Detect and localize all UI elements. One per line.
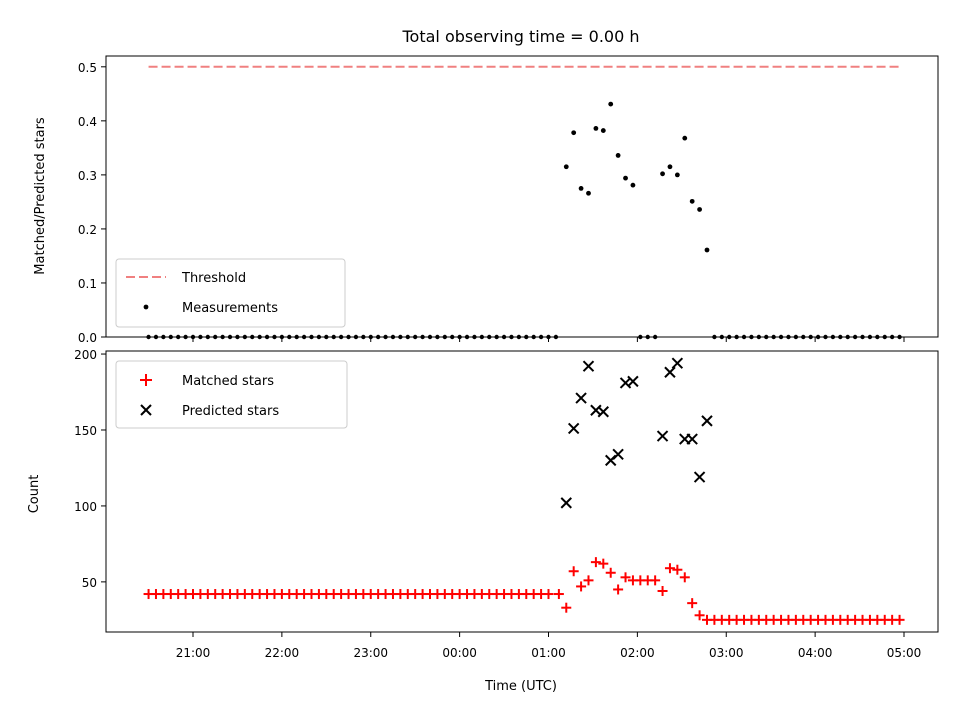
measurement-point — [615, 153, 621, 158]
bottom-plot-area — [143, 357, 905, 625]
matched-star-marker — [598, 558, 609, 569]
bottom-y-tick-label: 50 — [82, 576, 97, 590]
measurement-point — [608, 101, 614, 107]
x-tick-label: 21:00 — [176, 646, 211, 660]
x-tick-label: 00:00 — [442, 646, 477, 660]
top-y-tick-label: 0.0 — [78, 331, 97, 345]
matched-star-marker — [620, 572, 631, 583]
measurement-point — [689, 198, 695, 204]
legend-predicted-label: Predicted stars — [182, 404, 279, 419]
x-tick-label: 02:00 — [620, 646, 655, 660]
measurement-point — [563, 164, 569, 170]
measurement-point — [697, 207, 702, 212]
measurement-point — [682, 135, 688, 141]
matched-star-marker — [687, 598, 698, 609]
predicted-star-marker — [671, 357, 684, 369]
legend-threshold-label: Threshold — [181, 271, 246, 286]
predicted-star-marker — [612, 448, 624, 460]
matched-star-marker — [561, 602, 572, 613]
matched-star-marker — [657, 585, 668, 596]
measurement-point — [623, 175, 628, 181]
matched-star-marker — [672, 564, 683, 575]
matched-star-marker — [543, 589, 554, 600]
top-ticks: 0.0 0.1 0.2 0.3 0.4 0.5 — [78, 61, 905, 345]
matched-star-marker — [576, 581, 587, 592]
predicted-star-marker — [686, 433, 698, 445]
top-y-tick-label: 0.3 — [78, 169, 97, 183]
measurement-point — [593, 126, 599, 131]
legend-matched-swatch — [140, 374, 152, 386]
bottom-y-tick-label: 100 — [74, 500, 97, 514]
top-axes-frame — [105, 55, 939, 338]
top-y-axis-label: Matched/Predicted stars — [33, 117, 48, 275]
top-legend-box — [115, 258, 346, 328]
predicted-star-marker — [627, 375, 639, 388]
bottom-axes-frame — [105, 350, 939, 633]
measurement-point — [600, 128, 606, 133]
predicted-star-marker — [597, 406, 610, 418]
matched-star-marker — [605, 567, 616, 578]
matched-star-marker — [664, 563, 675, 574]
predicted-star-marker — [575, 392, 587, 404]
matched-star-marker — [694, 610, 705, 621]
predicted-star-marker — [567, 422, 580, 435]
matched-star-marker — [590, 557, 601, 568]
legend-measurements-label: Measurements — [182, 301, 278, 316]
bottom-legend-box — [115, 360, 348, 429]
top-panel: Total observing time = 0.00 h Matched/Pr… — [33, 27, 939, 345]
x-tick-label: 03:00 — [709, 646, 744, 660]
matched-star-marker — [583, 575, 594, 586]
x-tick-label: 23:00 — [353, 646, 388, 660]
measurement-point — [578, 185, 584, 191]
bottom-ticks: 50 100 150 200 21:00 22:00 23:00 00:00 01:00 02:0… — [74, 348, 921, 660]
top-y-tick-label: 0.4 — [78, 115, 97, 129]
predicted-star-marker — [560, 497, 572, 509]
bottom-y-tick-label: 150 — [74, 424, 97, 438]
matched-star-marker — [894, 614, 905, 625]
legend-predicted-swatch — [140, 404, 152, 416]
predicted-star-marker — [693, 471, 706, 483]
legend-measurements-swatch — [143, 304, 149, 310]
measurement-point — [674, 172, 680, 178]
predicted-star-marker — [701, 415, 713, 427]
bottom-panel: Count Time (UTC) 50 100 150 200 21:00 22:00 23… — [27, 348, 939, 694]
predicted-star-marker — [664, 366, 676, 378]
predicted-star-marker — [582, 360, 595, 372]
bottom-y-tick-label: 200 — [74, 348, 97, 362]
measurement-point — [660, 171, 665, 177]
top-y-tick-label: 0.1 — [78, 277, 97, 291]
measurement-point — [586, 190, 591, 196]
legend-matched-label: Matched stars — [182, 374, 274, 389]
matched-star-marker — [650, 575, 661, 586]
top-y-tick-label: 0.2 — [78, 223, 97, 237]
measurement-point — [667, 164, 673, 170]
matched-star-marker — [613, 584, 624, 595]
bottom-y-axis-label: Count — [27, 475, 42, 514]
x-tick-label: 22:00 — [265, 646, 300, 660]
top-y-tick-label: 0.5 — [78, 61, 97, 75]
x-tick-label: 01:00 — [531, 646, 566, 660]
measurement-point — [571, 130, 577, 136]
top-legend: Threshold Measurements — [115, 258, 346, 328]
x-tick-label: 04:00 — [798, 646, 833, 660]
measurement-point — [630, 182, 636, 188]
matched-star-marker — [568, 566, 579, 577]
x-tick-label: 05:00 — [887, 646, 922, 660]
matched-star-marker — [679, 572, 690, 583]
matched-star-marker — [553, 589, 564, 600]
predicted-star-marker — [656, 430, 669, 442]
measurement-point — [704, 247, 710, 253]
x-axis-label: Time (UTC) — [484, 679, 557, 694]
chart-title: Total observing time = 0.00 h — [401, 27, 639, 46]
matched-star-marker — [701, 614, 712, 625]
bottom-legend: Matched stars Predicted stars — [115, 360, 348, 429]
